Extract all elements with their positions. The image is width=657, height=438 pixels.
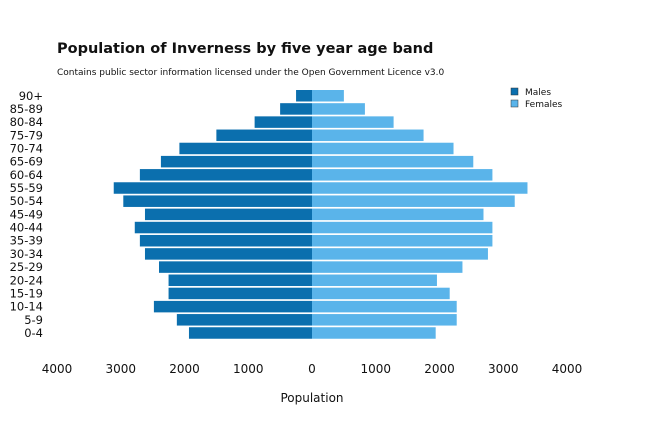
legend-swatch-males [510,87,519,96]
category-label-10-14: 10-14 [10,300,43,314]
bar-males-55-59 [113,182,312,194]
x-tick-label: 2000 [169,362,200,376]
bar-females-5-9 [312,314,457,326]
category-label-75-79: 75-79 [10,128,43,142]
category-label-0-4: 0-4 [24,326,43,340]
bar-females-30-34 [312,248,488,260]
bar-males-30-34 [144,248,312,260]
bar-males-40-44 [134,221,312,234]
bar-females-25-29 [312,261,463,273]
x-tick-label: 4000 [552,362,583,376]
x-tick-labels: 4000 3000 2000 1000 0 1000 2000 3000 4000 [42,362,583,376]
bar-females-90plus [312,90,344,102]
bar-females-50-54 [312,195,515,207]
category-label-45-49: 45-49 [10,207,43,221]
bars-group [113,90,528,339]
category-label-85-89: 85-89 [10,102,43,116]
bar-females-70-74 [312,142,454,155]
bar-males-45-49 [144,208,312,221]
legend-label-males: Males [525,88,551,98]
x-tick-label: 1000 [233,362,264,376]
x-tick-label: 3000 [488,362,519,376]
x-tick-label: 4000 [42,362,73,376]
bar-females-60-64 [312,169,493,181]
bar-females-75-79 [312,129,424,142]
legend-label-females: Females [525,100,563,110]
bar-females-40-44 [312,221,493,234]
bar-females-35-39 [312,234,493,247]
bar-females-80-84 [312,116,394,128]
bar-females-0-4 [312,327,436,339]
bar-males-90plus [296,90,312,102]
category-label-50-54: 50-54 [10,194,43,208]
bar-males-85-89 [280,103,312,115]
category-label-35-39: 35-39 [10,234,43,248]
category-label-15-19: 15-19 [10,286,43,300]
category-label-20-24: 20-24 [10,273,43,287]
x-tick-label: 1000 [360,362,391,376]
bar-females-45-49 [312,208,484,221]
bar-males-20-24 [168,274,312,287]
x-tick-label: 3000 [105,362,136,376]
category-label-90plus: 90+ [19,89,43,103]
category-label-70-74: 70-74 [10,141,43,155]
category-label-60-64: 60-64 [10,168,43,182]
bar-females-85-89 [312,103,365,115]
chart-title: Population of Inverness by five year age… [57,41,434,57]
legend[interactable]: Males Females [510,87,563,110]
bar-males-25-29 [159,261,312,273]
category-label-5-9: 5-9 [24,313,43,327]
bar-males-50-54 [123,195,312,207]
category-label-80-84: 80-84 [10,115,43,129]
bar-females-65-69 [312,155,474,168]
bar-females-10-14 [312,300,457,313]
bar-males-0-4 [188,327,312,339]
category-label-25-29: 25-29 [10,260,43,274]
bar-males-35-39 [139,234,312,247]
chart-subtitle: Contains public sector information licen… [57,68,445,78]
category-labels: 90+85-8980-8475-7970-7465-6960-6455-5950… [10,89,43,340]
bar-females-55-59 [312,182,528,194]
x-axis-title: Population [280,391,343,405]
category-label-40-44: 40-44 [10,221,43,235]
bar-males-80-84 [254,116,312,128]
category-label-65-69: 65-69 [10,155,43,169]
bar-males-60-64 [139,169,312,181]
bar-males-65-69 [160,155,312,168]
bar-males-70-74 [179,142,312,155]
category-label-30-34: 30-34 [10,247,43,261]
legend-swatch-females [510,99,519,108]
bar-males-75-79 [216,129,312,142]
bar-males-5-9 [176,314,312,326]
bar-females-20-24 [312,274,437,287]
x-tick-label: 2000 [424,362,455,376]
bar-males-15-19 [168,287,312,300]
bar-males-10-14 [153,300,312,313]
bar-females-15-19 [312,287,450,300]
x-tick-label: 0 [308,362,316,376]
category-label-55-59: 55-59 [10,181,43,195]
